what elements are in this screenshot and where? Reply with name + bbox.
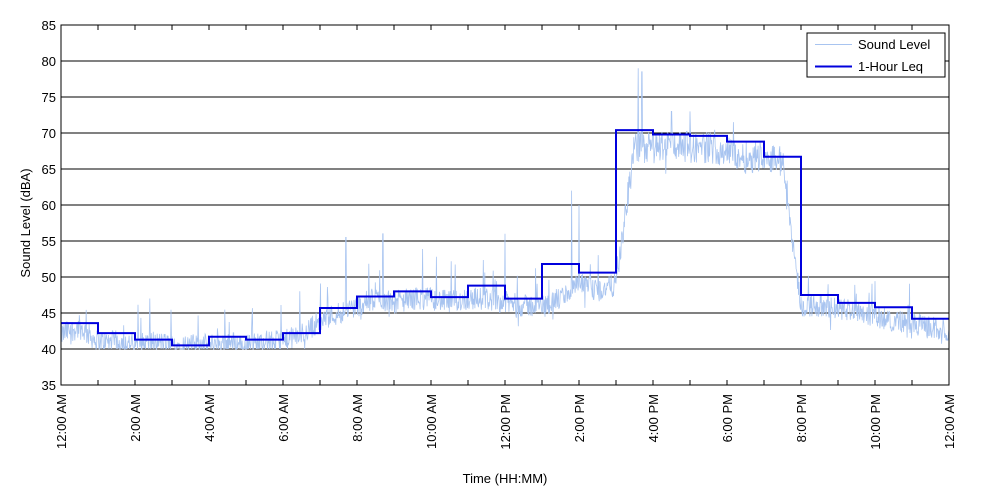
x-tick-label: 6:00 PM <box>720 394 735 442</box>
y-tick-label: 85 <box>42 18 56 33</box>
x-tick-label: 8:00 PM <box>794 394 809 442</box>
x-tick-label: 6:00 AM <box>276 394 291 442</box>
x-tick-label: 10:00 AM <box>424 394 439 449</box>
x-axis-ticks: 12:00 AM 2:00 AM 4:00 AM 6:00 AM 8:00 AM 10:0… <box>54 25 957 450</box>
series-1-hour-leq-line <box>61 129 949 347</box>
series-layer <box>60 68 950 351</box>
y-tick-label: 55 <box>42 234 56 249</box>
y-tick-label: 35 <box>42 378 56 393</box>
x-tick-label: 12:00 AM <box>54 394 69 449</box>
y-tick-label: 70 <box>42 126 56 141</box>
y-axis-ticks: 35 40 45 50 55 60 65 70 75 80 85 <box>42 18 949 393</box>
y-axis-label: Sound Level (dBA) <box>18 168 33 277</box>
legend-label-leq: 1-Hour Leq <box>858 59 923 74</box>
legend: Sound Level 1-Hour Leq <box>806 32 946 78</box>
y-tick-label: 40 <box>42 342 56 357</box>
x-tick-label: 10:00 PM <box>868 394 883 450</box>
y-tick-label: 75 <box>42 90 56 105</box>
legend-label-sound-level: Sound Level <box>858 37 930 52</box>
y-tick-label: 80 <box>42 54 56 69</box>
legend-box <box>806 32 946 78</box>
y-tick-label: 50 <box>42 270 56 285</box>
plot-frame <box>60 24 950 386</box>
x-tick-label: 2:00 AM <box>128 394 143 442</box>
x-tick-label: 8:00 AM <box>350 394 365 442</box>
y-tick-label: 45 <box>42 306 56 321</box>
series-sound-level-line <box>60 68 950 351</box>
x-axis-label: Time (HH:MM) <box>463 471 548 486</box>
y-tick-label: 60 <box>42 198 56 213</box>
y-tick-label: 65 <box>42 162 56 177</box>
x-tick-label: 2:00 PM <box>572 394 587 442</box>
x-tick-label: 12:00 AM <box>942 394 957 449</box>
x-tick-label: 4:00 PM <box>646 394 661 442</box>
x-tick-label: 4:00 AM <box>202 394 217 442</box>
x-tick-label: 12:00 PM <box>498 394 513 450</box>
gridlines <box>61 60 949 350</box>
